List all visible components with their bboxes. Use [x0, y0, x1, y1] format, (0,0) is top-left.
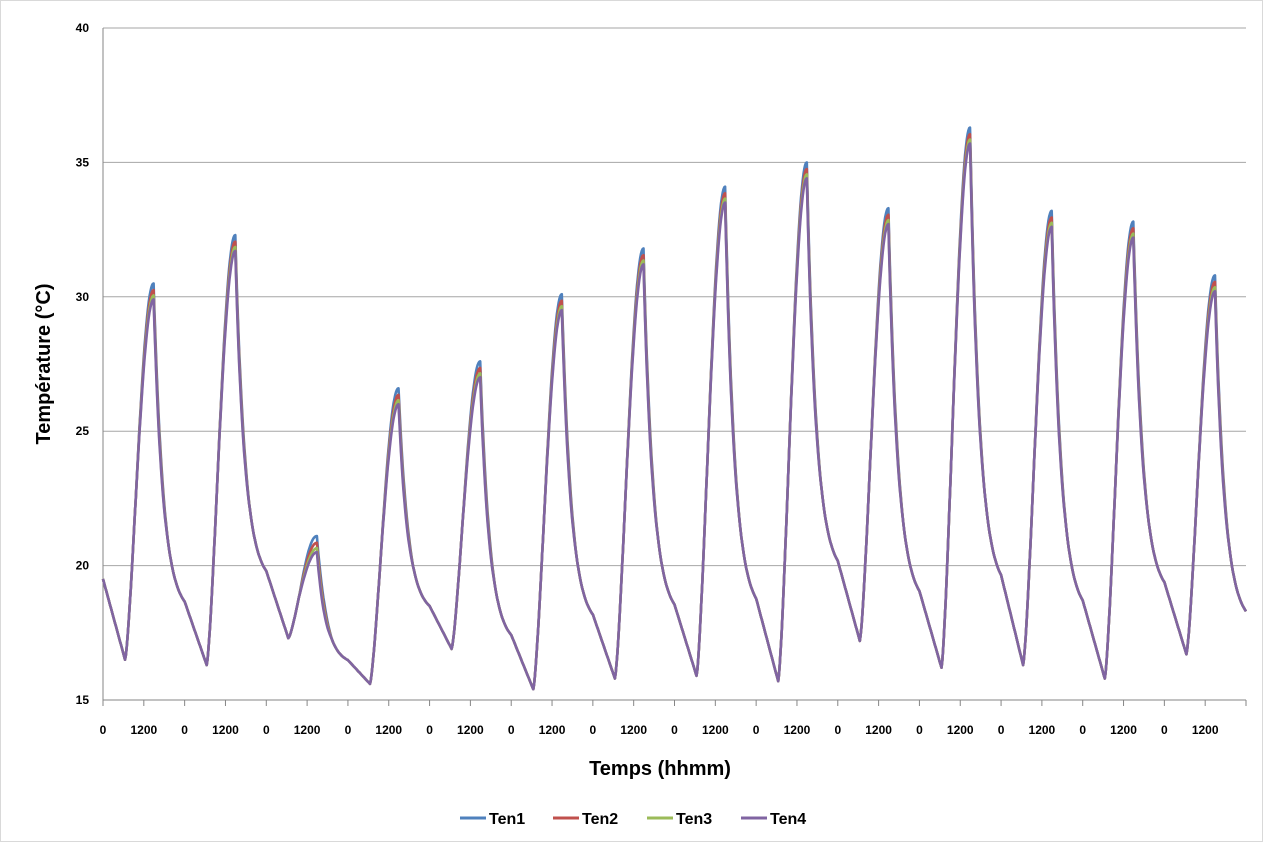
y-tick-label: 35 — [76, 155, 90, 169]
x-tick-label: 0 — [671, 723, 678, 737]
x-tick-label: 1200 — [865, 723, 892, 737]
x-tick-label: 0 — [426, 723, 433, 737]
x-tick-label: 1200 — [539, 723, 566, 737]
series-line-ten4 — [101, 142, 1248, 691]
x-tick-label: 1200 — [457, 723, 484, 737]
legend: Ten1 Ten2 Ten3 Ten4 — [460, 811, 806, 828]
series-lines — [101, 126, 1248, 691]
y-tick-labels: 15 20 25 30 35 40 — [76, 21, 90, 707]
y-tick-label: 15 — [76, 693, 90, 707]
x-tick-label: 1200 — [1110, 723, 1137, 737]
x-tick-label: 0 — [263, 723, 270, 737]
x-tick-label: 0 — [1161, 723, 1168, 737]
x-tick-label: 0 — [590, 723, 597, 737]
legend-label-ten4: Ten4 — [770, 811, 806, 828]
x-tick-label: 0 — [345, 723, 352, 737]
gridlines — [103, 27, 1246, 567]
x-tick-label: 0 — [834, 723, 841, 737]
y-tick-label: 30 — [76, 290, 90, 304]
x-tick-label: 0 — [998, 723, 1005, 737]
x-tick-label: 1200 — [702, 723, 729, 737]
x-tick-label: 1200 — [947, 723, 974, 737]
x-tick-label: 0 — [508, 723, 515, 737]
x-tick-label: 0 — [100, 723, 107, 737]
x-tick-label: 0 — [181, 723, 188, 737]
y-tick-label: 20 — [76, 559, 90, 573]
x-tick-label: 1200 — [294, 723, 321, 737]
x-tick-label: 1200 — [1029, 723, 1056, 737]
x-tick-label: 1200 — [130, 723, 157, 737]
x-tick-label: 1200 — [212, 723, 239, 737]
x-tick-label: 1200 — [620, 723, 647, 737]
x-tick-label: 1200 — [1192, 723, 1219, 737]
x-tick-labels: 0 1200 0 1200 0 1200 0 1200 0 1200 0 1200 0 1200 0 1200… — [100, 723, 1219, 737]
x-axis-title: Temps (hhmm) — [589, 758, 731, 780]
legend-label-ten1: Ten1 — [489, 811, 525, 828]
x-tick-label: 0 — [1079, 723, 1086, 737]
y-tick-label: 40 — [76, 21, 90, 35]
axes — [102, 28, 1247, 706]
legend-label-ten3: Ten3 — [676, 811, 712, 828]
y-axis-title: Température (°C) — [33, 284, 55, 445]
legend-label-ten2: Ten2 — [582, 811, 618, 828]
x-tick-label: 1200 — [784, 723, 811, 737]
x-tick-label: 0 — [753, 723, 760, 737]
y-tick-label: 25 — [76, 424, 90, 438]
x-tick-label: 1200 — [375, 723, 402, 737]
x-tick-label: 0 — [916, 723, 923, 737]
